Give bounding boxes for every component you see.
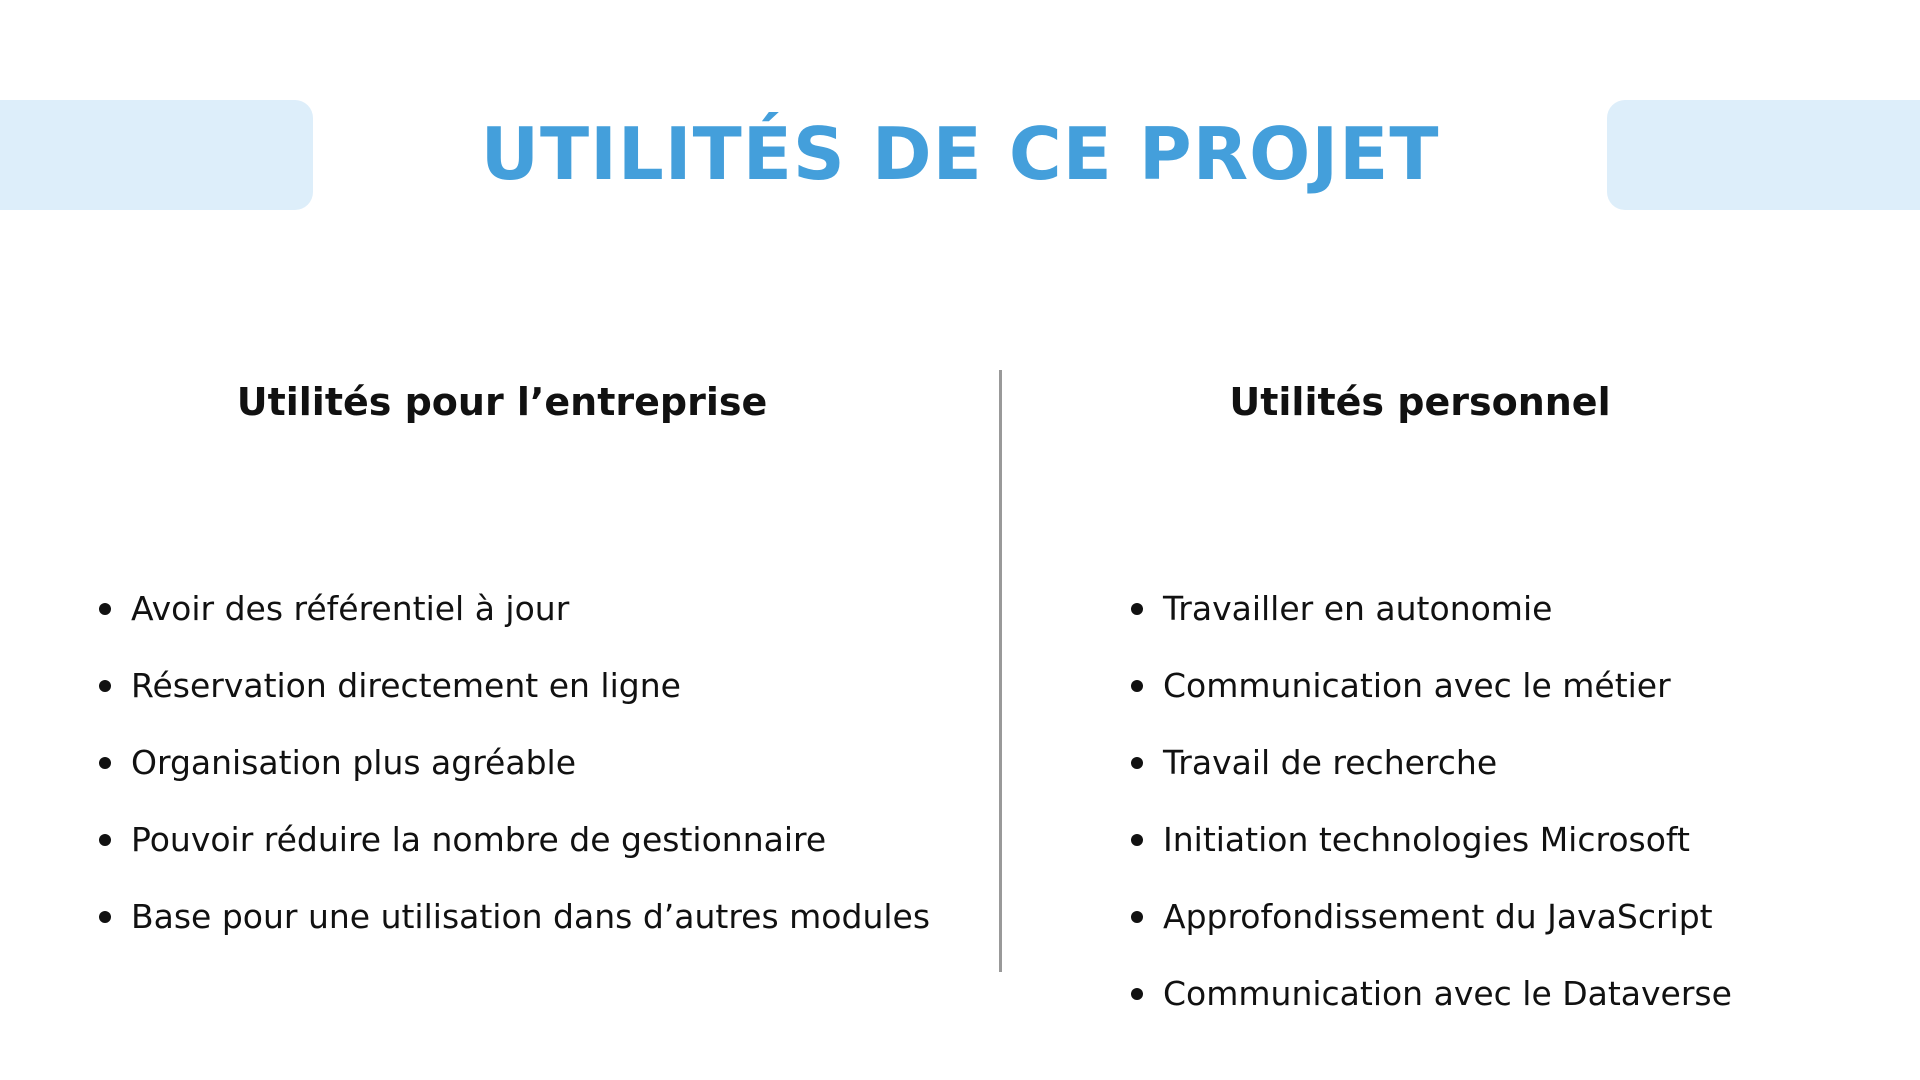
bullet-icon (1131, 834, 1143, 846)
list-item-text: Communication avec le métier (1163, 666, 1671, 705)
list-item: Avoir des référentiel à jour (96, 570, 976, 647)
bullet-icon (99, 757, 111, 769)
list-item-text: Organisation plus agréable (131, 743, 577, 782)
bullet-icon (1131, 757, 1143, 769)
list-item-text: Avoir des référentiel à jour (131, 589, 570, 628)
list-item-text: Pouvoir réduire la nombre de gestionnair… (131, 820, 827, 859)
enterprise-benefits-list: Avoir des référentiel à jour Réservation… (96, 570, 976, 955)
list-item: Travailler en autonomie (1128, 570, 1888, 647)
bullet-icon (99, 603, 111, 615)
list-item-text: Initiation technologies Microsoft (1163, 820, 1690, 859)
bullet-icon (1131, 603, 1143, 615)
list-item: Communication avec le métier (1128, 647, 1888, 724)
list-item-text: Base pour une utilisation dans d’autres … (131, 897, 931, 936)
list-item-text: Travail de recherche (1163, 743, 1498, 782)
personal-benefits-list: Travailler en autonomie Communication av… (1128, 570, 1888, 1032)
bullet-icon (1131, 911, 1143, 923)
list-item-text: Approfondissement du JavaScript (1163, 897, 1713, 936)
left-column-heading: Utilités pour l’entreprise (236, 380, 768, 424)
list-item-text: Communication avec le Dataverse (1163, 974, 1732, 1013)
column-divider (999, 370, 1002, 972)
list-item-text: Réservation directement en ligne (131, 666, 681, 705)
bullet-icon (1131, 680, 1143, 692)
right-column-heading: Utilités personnel (1229, 380, 1611, 424)
bullet-icon (99, 834, 111, 846)
list-item: Base pour une utilisation dans d’autres … (96, 878, 976, 955)
list-item: Initiation technologies Microsoft (1128, 801, 1888, 878)
list-item-text: Travailler en autonomie (1163, 589, 1553, 628)
decorative-banner-right (1607, 100, 1920, 210)
bullet-icon (1131, 988, 1143, 1000)
bullet-icon (99, 680, 111, 692)
bullet-icon (99, 911, 111, 923)
decorative-banner-left (0, 100, 313, 210)
list-item: Organisation plus agréable (96, 724, 976, 801)
list-item: Communication avec le Dataverse (1128, 955, 1888, 1032)
list-item: Pouvoir réduire la nombre de gestionnair… (96, 801, 976, 878)
list-item: Approfondissement du JavaScript (1128, 878, 1888, 955)
list-item: Réservation directement en ligne (96, 647, 976, 724)
list-item: Travail de recherche (1128, 724, 1888, 801)
page-title: UTILITÉS DE CE PROJET (480, 112, 1440, 196)
